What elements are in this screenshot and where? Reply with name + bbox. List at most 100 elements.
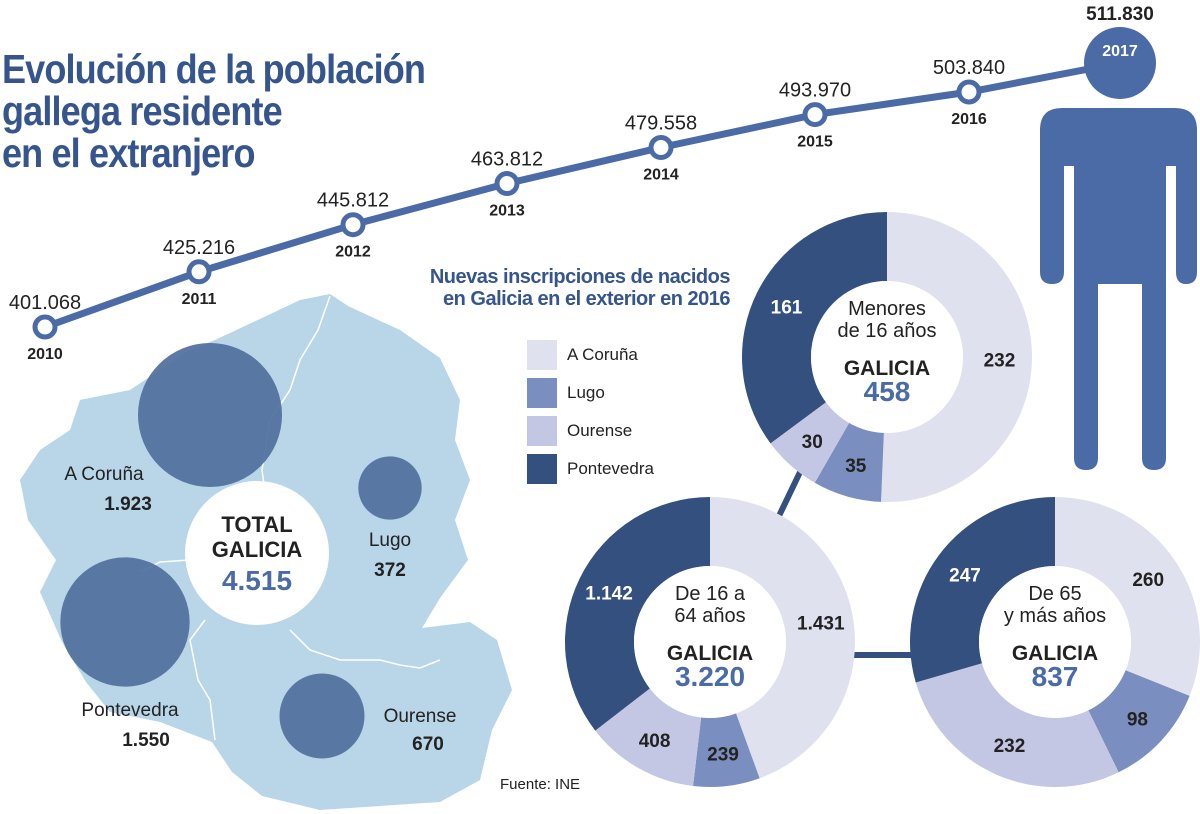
- data-point: [32, 314, 58, 340]
- map-value-pontevedra: 1.550: [122, 730, 170, 751]
- data-point: [802, 102, 828, 128]
- slice-value-label: 247: [949, 565, 981, 586]
- map-bubble-ourense: [279, 673, 365, 759]
- donut-center: [979, 566, 1131, 718]
- legend-item-a-coruna: A Coruña: [527, 336, 654, 374]
- map-value-a-coruna: 1.923: [104, 494, 152, 515]
- source-note: Fuente: INE: [500, 776, 581, 793]
- donut-slice-pontevedra: [910, 497, 1055, 683]
- value-label: 503.840: [933, 57, 1005, 79]
- slice-value-label: 260: [1132, 570, 1164, 591]
- map-bubble-acorua: [137, 342, 283, 488]
- population-line-chart: 401.068 2010 425.216 2011 445.812 2012 463.812…: [9, 4, 1154, 363]
- year-label: 2012: [335, 244, 371, 261]
- year-label: 2015: [797, 134, 833, 151]
- legend-item-pontevedra: Pontevedra: [527, 450, 654, 488]
- province-border: [189, 619, 216, 741]
- person-body: [1040, 108, 1197, 470]
- year-label: 2013: [489, 203, 525, 220]
- legend-label: Lugo: [567, 383, 605, 402]
- donut-connector: [775, 466, 805, 520]
- map-bubbles: [60, 342, 422, 759]
- donut-center: [811, 281, 963, 433]
- total-line2: GALICIA: [212, 537, 303, 562]
- map-bubble-lugo: [358, 456, 422, 520]
- slice-value-label: 1.431: [797, 613, 845, 634]
- year-label: 2016: [951, 111, 987, 128]
- person-head: [1084, 27, 1156, 99]
- donut-label: Menores: [848, 298, 926, 320]
- value-label: 401.068: [9, 292, 81, 314]
- donut-label: de 16 años: [838, 320, 937, 342]
- province-border: [261, 295, 331, 501]
- slice-value-label: 239: [707, 745, 739, 766]
- donut-center-title: GALICIA: [844, 357, 930, 380]
- data-point: [186, 259, 212, 285]
- donut-slice-ourense: [915, 663, 1119, 787]
- subtitle-line: Nuevas inscripciones de nacidos: [429, 266, 731, 288]
- value-label: 479.558: [625, 113, 697, 135]
- map-value-ourense: 670: [412, 734, 444, 755]
- donut-center-title: GALICIA: [1012, 642, 1098, 665]
- donut-slice-lugo: [814, 422, 884, 502]
- slice-value-label: 408: [639, 731, 671, 752]
- value-label: 425.216: [163, 237, 235, 259]
- map-value-lugo: 372: [374, 560, 406, 581]
- donut-label: 64 años: [674, 605, 745, 627]
- data-point: [494, 171, 520, 197]
- value-label: 511.830: [1086, 4, 1154, 25]
- total-line1: TOTAL: [221, 512, 292, 537]
- map-bubble-pontevedra: [60, 557, 190, 687]
- legend-item-ourense: Ourense: [527, 412, 654, 450]
- total-value: 4.515: [222, 565, 292, 596]
- slice-value-label: 30: [802, 432, 823, 453]
- value-label: 445.812: [317, 190, 389, 212]
- legend-label: Pontevedra: [567, 459, 654, 478]
- slice-value-label: 232: [994, 736, 1026, 757]
- map-label-a-coruna: A Coruña: [64, 464, 144, 485]
- donut-slice-acorua: [1055, 497, 1200, 696]
- legend-swatch: [527, 378, 557, 408]
- donut-label: De 16 a: [675, 583, 746, 605]
- total-circle: [185, 481, 329, 625]
- map-label-pontevedra: Pontevedra: [81, 700, 179, 721]
- legend-swatch: [527, 416, 557, 446]
- year-label: 2017: [1102, 43, 1138, 60]
- year-label: 2011: [182, 291, 217, 308]
- legend-label: Ourense: [567, 421, 633, 440]
- total-galicia: TOTAL GALICIA 4.515: [185, 481, 329, 625]
- donut-slice-lugo: [1088, 670, 1190, 773]
- title-line: gallega residente: [2, 88, 283, 134]
- donut-total: 458: [864, 376, 911, 407]
- year-label: 2010: [27, 346, 63, 363]
- slice-value-label: 35: [845, 456, 867, 477]
- donut-label: De 65: [1028, 583, 1081, 605]
- slice-value-label: 1.142: [585, 583, 633, 604]
- donut-slice-lugo: [693, 713, 760, 787]
- year-label: 2014: [643, 167, 679, 184]
- donut-slice-pontevedra: [741, 212, 887, 444]
- donut-slice-acorua: [881, 212, 1032, 502]
- donut-slice-acorua: [710, 497, 855, 779]
- section-subtitle: Nuevas inscripciones de nacidos en Galic…: [429, 266, 731, 310]
- donut-chart: 1.431 239 408 1.142 De 16 a64 años GALICIA3.2…: [565, 497, 855, 787]
- donut-center: [634, 566, 786, 718]
- subtitle-line: en Galicia en el exterior en 2016: [443, 288, 731, 310]
- legend-swatch: [527, 340, 557, 370]
- slice-value-label: 98: [1127, 710, 1148, 731]
- map-label-lugo: Lugo: [369, 530, 411, 551]
- donut-label: y más años: [1004, 605, 1106, 627]
- legend-item-lugo: Lugo: [527, 374, 654, 412]
- value-label: 463.812: [471, 149, 543, 171]
- person-icon: [1040, 27, 1197, 470]
- page-title: Evolución de la población gallega reside…: [2, 48, 426, 174]
- map-labels: A Coruña 1.923 Lugo 372 Pontevedra 1.550…: [64, 464, 456, 755]
- legend-label: A Coruña: [567, 345, 638, 364]
- legend: A Coruña Lugo Ourense Pontevedra: [527, 336, 654, 488]
- map-label-ourense: Ourense: [384, 706, 457, 727]
- legend-swatch: [527, 454, 557, 484]
